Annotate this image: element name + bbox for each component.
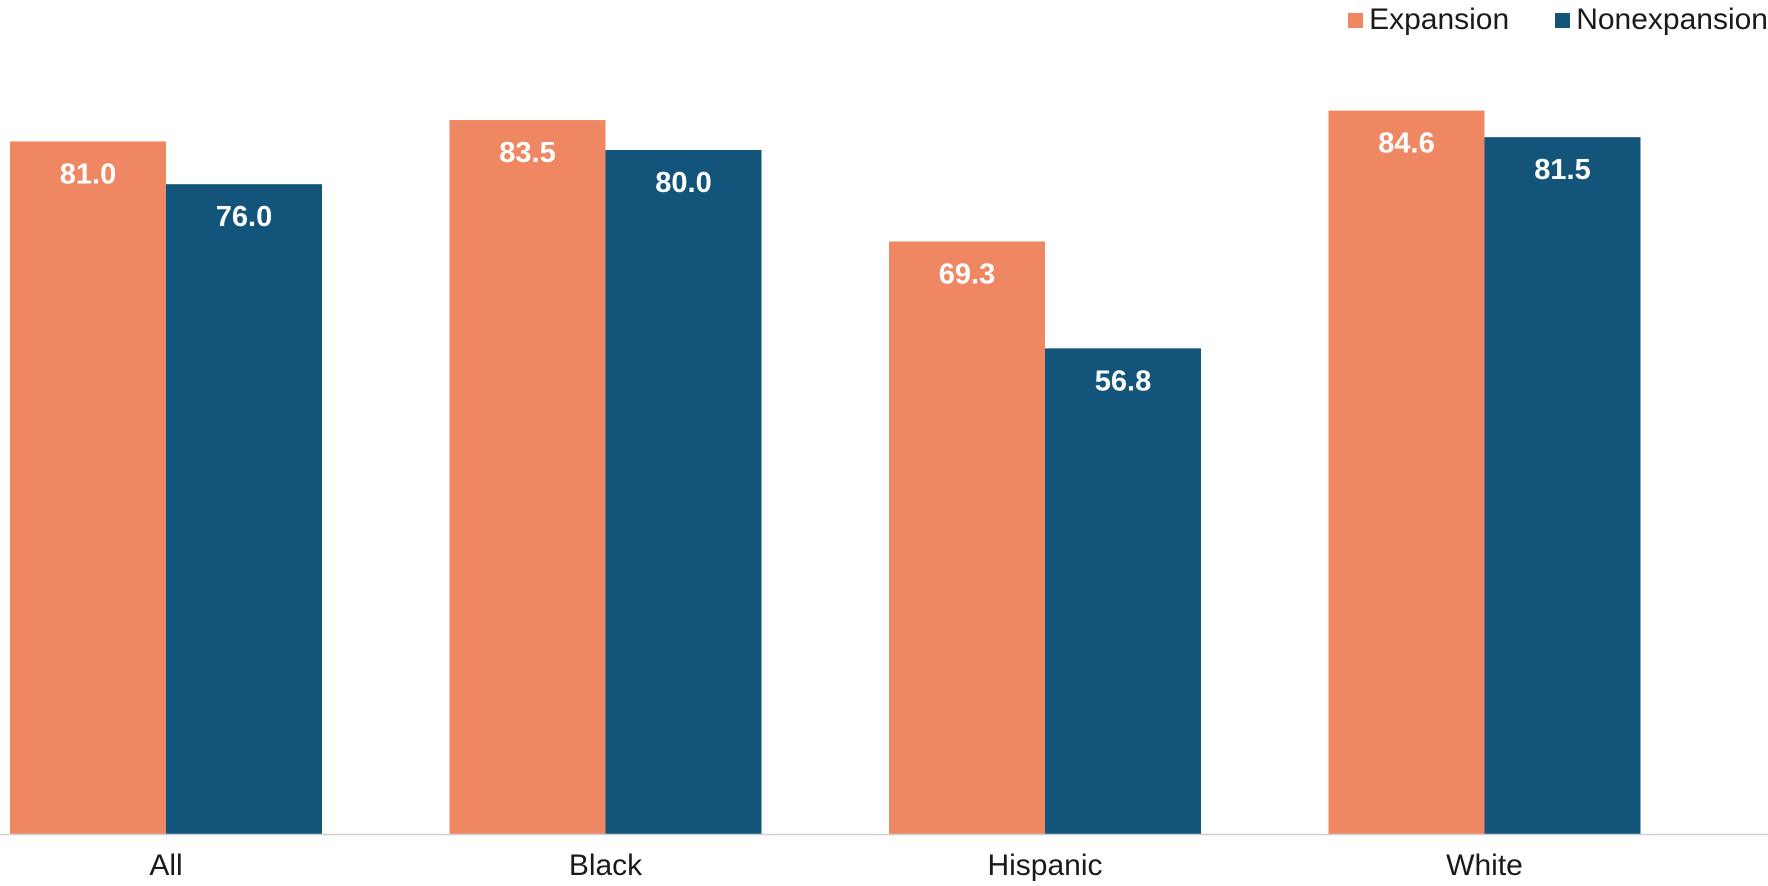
data-label-all-nonexpansion: 76.0 [216,201,272,233]
legend: Expansion Nonexpansion [1348,2,1768,38]
legend-label-expansion: Expansion [1369,3,1510,36]
bar-white-nonexpansion [1484,137,1641,835]
x-tick-labels-group: All Black Hispanic White [149,849,1523,882]
bar-all-expansion [10,141,166,834]
x-tick-label-hispanic: Hispanic [987,849,1102,882]
legend-item-nonexpansion: Nonexpansion [1555,3,1768,37]
x-tick-label-all: All [149,849,182,882]
data-label-black-nonexpansion: 80.0 [655,167,711,199]
legend-swatch-nonexpansion [1555,12,1571,28]
data-labels-group: 81.0 76.0 83.5 80.0 69.3 56.8 84.6 81.5 [60,128,1591,398]
bar-black-expansion [449,120,606,834]
bars-group [10,110,1641,835]
legend-label-nonexpansion: Nonexpansion [1576,3,1768,36]
bar-black-nonexpansion [605,150,762,834]
legend-swatch-expansion [1348,12,1364,28]
data-label-all-expansion: 81.0 [60,158,116,190]
x-tick-label-black: Black [569,849,643,882]
data-label-hispanic-expansion: 69.3 [939,258,995,290]
data-label-black-expansion: 83.5 [499,137,555,169]
bar-white-expansion [1328,110,1485,835]
data-label-white-expansion: 84.6 [1378,128,1434,160]
bar-all-nonexpansion [166,184,322,834]
legend-item-expansion: Expansion [1348,3,1509,37]
bar-hispanic-expansion [889,241,1045,835]
data-label-white-nonexpansion: 81.5 [1534,154,1590,186]
data-label-hispanic-nonexpansion: 56.8 [1095,365,1151,397]
bar-hispanic-nonexpansion [1045,348,1201,834]
x-tick-label-white: White [1446,849,1523,882]
